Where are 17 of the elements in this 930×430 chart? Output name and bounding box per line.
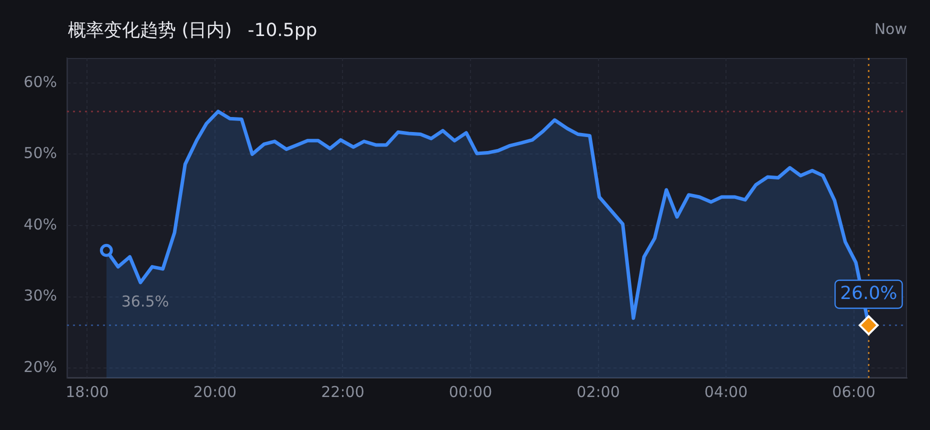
x-tick-label: 00:00 [448,382,492,401]
x-tick-label: 02:00 [576,382,620,401]
ref-line-label: Now [874,20,907,38]
y-tick-label: 40% [24,215,57,234]
annotation: 26.0% [840,282,898,304]
x-tick-label: 04:00 [704,382,748,401]
y-tick-label: 50% [24,144,57,162]
y-tick-label: 20% [24,358,57,376]
x-tick-label: 20:00 [193,382,237,401]
x-tick-label: 18:00 [66,382,109,401]
y-tick-label: 30% [24,286,57,305]
chart-subtitle: -10.5pp [248,20,318,41]
y-tick-label: 60% [24,72,57,91]
x-tick-label: 06:00 [832,382,876,401]
x-tick-label: 22:00 [321,382,364,401]
annotation: 36.5% [121,292,170,310]
chart-title: 概率变化趋势 (日内) [68,20,232,41]
